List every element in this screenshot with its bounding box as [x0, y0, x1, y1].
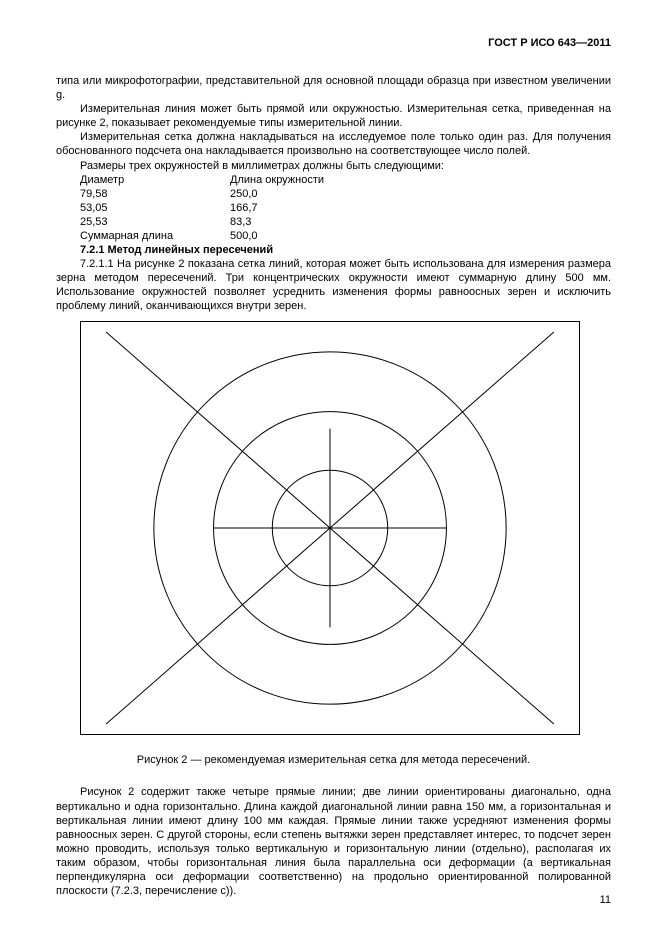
paragraph: Измерительная линия может быть прямой ил…	[56, 102, 611, 130]
table-row: 79,58 250,0	[80, 187, 611, 201]
circle-size-table: Диаметр Длина окружности 79,58 250,0 53,…	[80, 173, 611, 243]
table-header-cell: Длина окружности	[230, 173, 611, 187]
table-cell: 53,05	[80, 201, 230, 215]
table-cell: 25,53	[80, 215, 230, 229]
document-header: ГОСТ Р ИСО 643—2011	[56, 36, 611, 50]
section-heading: 7.2.1 Метод линейных пересечений	[56, 243, 611, 257]
table-row: 53,05 166,7	[80, 201, 611, 215]
table-cell: 83,3	[230, 215, 611, 229]
paragraph: Рисунок 2 содержит также четыре прямые л…	[56, 785, 611, 898]
document-page: ГОСТ Р ИСО 643—2011 типа или микрофотогр…	[0, 0, 661, 935]
table-row: Суммарная длина 500,0	[80, 229, 611, 243]
table-cell: 166,7	[230, 201, 611, 215]
paragraph: 7.2.1.1 На рисунке 2 показана сетка лини…	[56, 257, 611, 313]
paragraph: Измерительная сетка должна накладываться…	[56, 130, 611, 158]
figure-caption: Рисунок 2 — рекомендуемая измерительная …	[56, 753, 611, 767]
paragraph: типа или микрофотографии, представительн…	[56, 74, 611, 102]
table-cell: 500,0	[230, 229, 611, 243]
measurement-grid-figure	[80, 321, 580, 735]
table-cell: 79,58	[80, 187, 230, 201]
table-row: 25,53 83,3	[80, 215, 611, 229]
table-header-row: Диаметр Длина окружности	[80, 173, 611, 187]
table-cell: 250,0	[230, 187, 611, 201]
grid-svg	[81, 322, 579, 734]
paragraph: Размеры трех окружностей в миллиметрах д…	[56, 159, 611, 173]
table-header-cell: Диаметр	[80, 173, 230, 187]
table-cell: Суммарная длина	[80, 229, 230, 243]
page-number: 11	[600, 893, 611, 907]
